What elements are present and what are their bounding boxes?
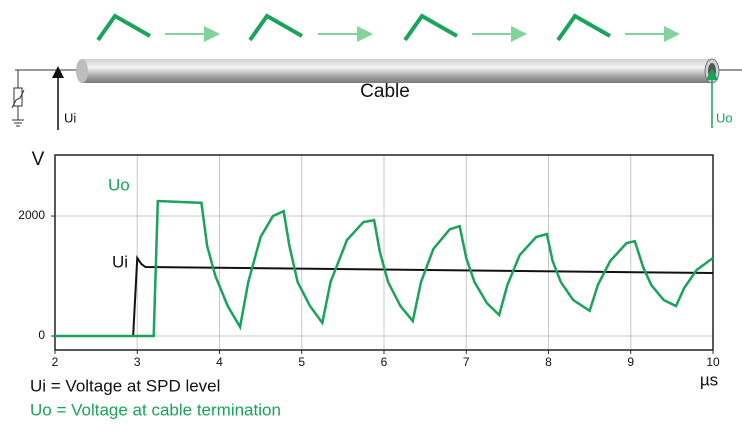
legend-entry: Ui = Voltage at SPD level [30,376,220,395]
x-tick-label: 4 [216,355,223,369]
y-tick-label: 2000 [18,208,45,222]
x-tick-label: 6 [381,355,388,369]
cable-diagram: Ui Uo Cable [11,13,742,130]
chart: 2 3 4 5 6 7 8 9 10 0 2000 Vµs Ui Uo Ui = Voltage at SP… [18,149,720,419]
x-tick-label: 5 [298,355,305,369]
x-tick-label: 3 [134,355,141,369]
legend-entry: Uo = Voltage at cable termination [30,400,281,419]
cable [82,59,712,83]
cable-end [76,59,88,83]
uo-label: Uo [716,110,733,125]
series-label: Uo [108,175,130,194]
x-tick-label: 9 [627,355,634,369]
series-line [55,199,714,338]
spd-symbol [11,70,25,127]
y-tick-label: 0 [38,328,45,342]
x-tick-label: 10 [706,355,720,369]
series-label: Ui [112,252,128,271]
x-tick-label: 7 [463,355,470,369]
x-axis-label: µs [700,370,718,389]
x-tick-label: 8 [545,355,552,369]
x-tick-label: 2 [52,355,59,369]
cable-label: Cable [360,81,410,102]
plot-frame [54,154,714,351]
pulses [96,13,611,42]
ui-label: Ui [64,110,76,125]
y-axis-label: V [32,149,45,170]
